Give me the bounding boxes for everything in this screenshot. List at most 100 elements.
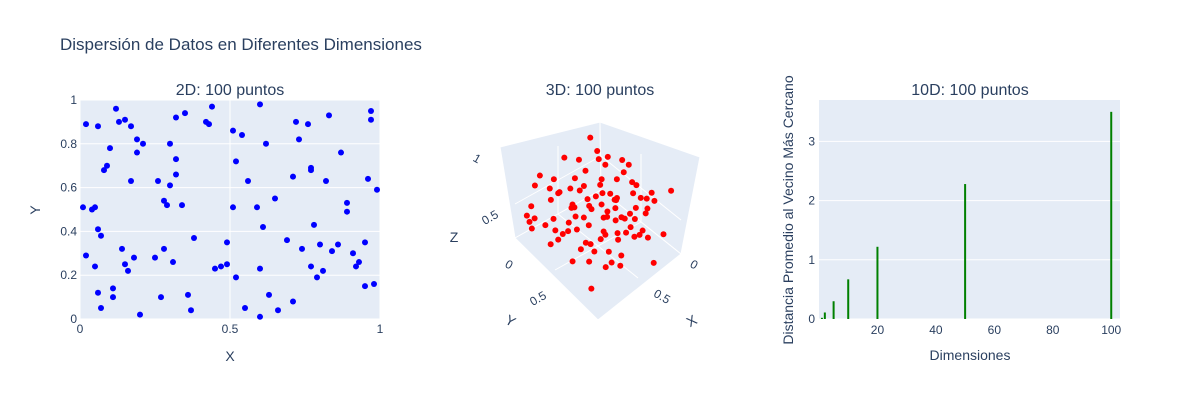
scatter-2d-point — [137, 311, 143, 318]
scatter-3d-point — [632, 204, 639, 211]
scatter-3d-point — [569, 258, 576, 265]
scatter-2d-point — [206, 121, 212, 128]
y-tick-label: 2 — [808, 194, 815, 208]
scatter-3d-point — [575, 156, 582, 163]
scatter-3d-point — [648, 189, 655, 196]
y-tick-label: 0.2 — [60, 268, 77, 282]
scatter-3d-point — [582, 239, 589, 246]
scatter-2d-point — [113, 105, 119, 112]
scatter-2d-point — [128, 178, 134, 185]
scatter-2d-point — [104, 162, 110, 169]
scatter-2d-point — [95, 289, 101, 296]
scatter-2d-point — [266, 291, 272, 298]
scatter-2d-point — [170, 259, 176, 266]
scatter-3d-point — [623, 229, 630, 236]
x-tick-label: 40 — [929, 323, 943, 337]
scatter-3d-point — [586, 258, 593, 265]
scatter-2d-point — [212, 265, 218, 272]
scatter-3d-points — [523, 134, 675, 292]
scatter-2d-point — [155, 178, 161, 185]
scatter-2d-point — [284, 237, 290, 244]
scatter-2d-point — [110, 294, 116, 301]
scatter-2d-point — [290, 173, 296, 180]
z-tick-label: 0 — [503, 257, 516, 273]
scatter-2d-point — [320, 267, 326, 274]
scatter-3d-point — [605, 248, 612, 255]
scatter-2d-point — [101, 167, 107, 174]
scatter-2d-point — [257, 313, 263, 320]
scatter-2d-point — [326, 112, 332, 119]
y-tick-label: 0 — [808, 312, 815, 326]
scatter-3d-point — [559, 230, 566, 237]
scatter-2d-ylabel: Y — [27, 205, 43, 215]
scatter-3d-point — [550, 215, 557, 222]
scatter-3d-point — [577, 246, 584, 253]
scatter-2d-point — [185, 291, 191, 298]
scatter-2d-point — [344, 208, 350, 215]
bar-chart-grid — [819, 140, 1120, 320]
scatter-2d-point — [263, 140, 269, 147]
scatter-2d-point — [224, 261, 230, 268]
bar-chart-ticks: 0 1 2 3 20 40 60 80 100 — [808, 134, 1121, 337]
scatter-2d-point — [224, 239, 230, 246]
scatter-3d-point — [650, 259, 657, 266]
scatter-2d-point — [209, 103, 215, 110]
scatter-3d-point — [619, 157, 626, 164]
scatter-2d-xlabel: X — [225, 348, 235, 364]
scatter-2d-point — [242, 305, 248, 312]
scatter-2d-point — [362, 239, 368, 246]
z-tick-label: 0.5 — [479, 207, 501, 228]
scatter-3d-point — [608, 259, 615, 266]
scatter-2d-title: 2D: 100 puntos — [176, 82, 285, 99]
scatter-3d-point — [612, 217, 619, 224]
scatter-3d-point — [615, 236, 622, 243]
scatter-3d-panel: 0 0.5 1 0.5 0 0.5 3D: 100 puntos Z Y X — [450, 82, 701, 330]
scatter-3d-point — [569, 201, 576, 208]
scatter-3d-point — [572, 213, 579, 220]
scatter-2d-point — [290, 298, 296, 305]
bar — [1110, 111, 1113, 320]
scatter-2d-point — [134, 149, 140, 156]
scatter-2d-point — [191, 234, 197, 241]
scatter-3d-point — [614, 230, 621, 237]
scatter-2d-point — [158, 294, 164, 301]
scatter-3d-point — [584, 196, 591, 203]
scatter-3d-point — [642, 210, 649, 217]
bar — [820, 317, 823, 319]
bar-chart-title: 10D: 100 puntos — [911, 82, 1028, 99]
scatter-3d-point — [633, 182, 640, 189]
scatter-2d-point — [314, 274, 320, 281]
scatter-3d-point — [592, 193, 599, 200]
scatter-2d-point — [164, 202, 170, 209]
scatter-3d-point — [617, 262, 624, 269]
scatter-2d-point — [167, 140, 173, 147]
scatter-3d-point — [631, 216, 638, 222]
scatter-3d-point — [637, 194, 644, 201]
scatter-2d-point — [161, 197, 167, 204]
bar-chart-xlabel: Dimensiones — [930, 347, 1011, 363]
scatter-3d-point — [618, 252, 625, 259]
scatter-2d-point — [371, 280, 377, 287]
scatter-3d-point — [571, 175, 578, 182]
scatter-2d-point — [218, 263, 224, 270]
bar-chart-panel: 0 1 2 3 20 40 60 80 100 10D: 100 puntos Dimensio… — [780, 75, 1122, 363]
scatter-3d-point — [651, 197, 658, 204]
scatter-2d-point — [110, 285, 116, 292]
scatter-3d-point — [582, 167, 589, 174]
scatter-2d-point — [131, 254, 137, 261]
scatter-3d-point — [580, 214, 587, 221]
scatter-2d-point — [299, 245, 305, 252]
scatter-2d-point — [230, 127, 236, 134]
scatter-3d-point — [598, 176, 605, 183]
scatter-2d-point — [98, 305, 104, 312]
bar — [823, 312, 826, 319]
scatter-3d-point — [627, 210, 633, 217]
scatter-2d-point — [239, 132, 245, 139]
scatter-2d-point — [257, 265, 263, 272]
scatter-2d-point — [161, 245, 167, 252]
scatter-3d-point — [523, 212, 530, 219]
scatter-3d-point — [552, 227, 559, 234]
scatter-2d-point — [188, 307, 194, 314]
scatter-2d-point — [311, 221, 317, 228]
